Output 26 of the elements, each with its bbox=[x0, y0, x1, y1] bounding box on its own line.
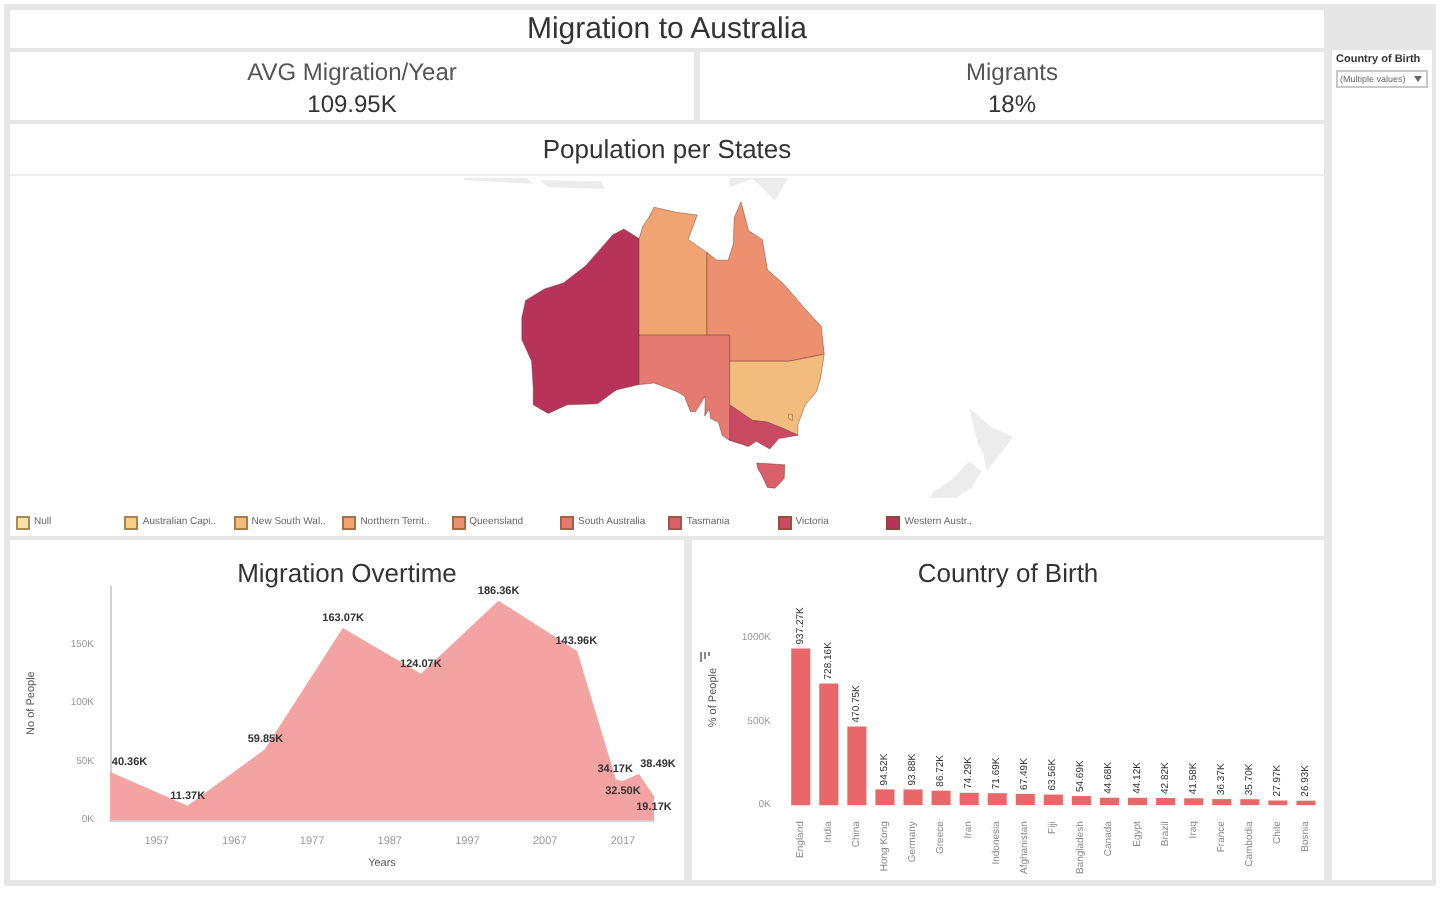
bar bbox=[1128, 797, 1148, 806]
bar bbox=[875, 789, 895, 806]
text: Migrants bbox=[963, 58, 1060, 86]
bar bbox=[1156, 798, 1176, 806]
bar bbox=[1240, 799, 1260, 806]
bar bbox=[959, 792, 979, 806]
bar bbox=[1015, 793, 1035, 806]
bar bbox=[819, 683, 839, 806]
bar bbox=[791, 648, 811, 806]
text: Population per States bbox=[540, 134, 794, 164]
bar bbox=[931, 790, 951, 806]
bar bbox=[987, 793, 1007, 806]
bar bbox=[1212, 799, 1232, 806]
text: 18% bbox=[985, 90, 1039, 118]
bar bbox=[1296, 800, 1316, 806]
text: 109.95K bbox=[305, 90, 399, 118]
bar bbox=[903, 789, 923, 806]
text: AVG Migration/Year bbox=[245, 58, 459, 86]
bar bbox=[1043, 794, 1063, 806]
chart-title: Country of Birth bbox=[917, 558, 1099, 588]
bar bbox=[847, 726, 867, 806]
bar bbox=[1099, 797, 1120, 806]
text: Migration to Australia bbox=[10, 12, 1324, 46]
chart-title: Migration Overtime bbox=[237, 558, 457, 588]
bar bbox=[1184, 798, 1204, 806]
bar bbox=[1071, 796, 1091, 806]
